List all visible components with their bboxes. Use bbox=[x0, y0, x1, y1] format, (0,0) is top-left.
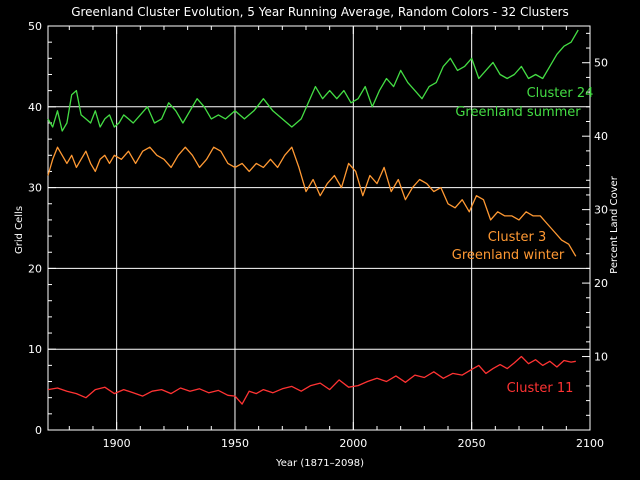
axes bbox=[47, 25, 591, 431]
y-left-tick-label-30: 30 bbox=[28, 182, 42, 195]
x-tick-label-1950: 1950 bbox=[221, 437, 249, 450]
y-left-tick-label-50: 50 bbox=[28, 20, 42, 33]
y-axis-right-title: Percent Land Cover bbox=[609, 175, 620, 274]
y-left-tick-label-20: 20 bbox=[28, 262, 42, 275]
series-line-cluster-24 bbox=[47, 29, 579, 132]
x-tick-label-2050: 2050 bbox=[458, 437, 486, 450]
gridlines bbox=[48, 26, 590, 430]
y-left-tick-label-10: 10 bbox=[28, 343, 42, 356]
tick-marks: 1900 1950 2000 2050 2100 0 10 20 30 40 50 10 20 30 40 5… bbox=[28, 20, 608, 450]
x-tick-label-2100: 2100 bbox=[576, 437, 604, 450]
y-right-tick-label-20: 20 bbox=[594, 277, 608, 290]
series-line-cluster-11 bbox=[47, 355, 576, 405]
y-right-tick-label-40: 40 bbox=[594, 130, 608, 143]
x-tick-label-2000: 2000 bbox=[339, 437, 367, 450]
y-right-tick-label-30: 30 bbox=[594, 204, 608, 217]
annotation-greenland-summer: Greenland summer bbox=[455, 105, 581, 120]
y-axis-left-title: Grid Cells bbox=[14, 206, 25, 254]
y-right-tick-label-10: 10 bbox=[594, 351, 608, 364]
series-group bbox=[47, 29, 579, 405]
annotation-cluster-3: Cluster 3 bbox=[488, 230, 547, 245]
series-line-cluster-3 bbox=[47, 146, 577, 257]
chart-title: Greenland Cluster Evolution, 5 Year Runn… bbox=[71, 5, 569, 19]
annotation-greenland-winter: Greenland winter bbox=[452, 248, 565, 263]
annotation-cluster-24: Cluster 24 bbox=[527, 86, 594, 101]
y-right-tick-label-50: 50 bbox=[594, 57, 608, 70]
annotation-cluster-11: Cluster 11 bbox=[507, 381, 574, 396]
x-axis-title: Year (1871–2098) bbox=[275, 458, 364, 469]
x-tick-label-1900: 1900 bbox=[103, 437, 131, 450]
y-left-tick-label-40: 40 bbox=[28, 101, 42, 114]
plot-frame bbox=[47, 25, 591, 431]
y-left-tick-label-0: 0 bbox=[35, 424, 42, 437]
